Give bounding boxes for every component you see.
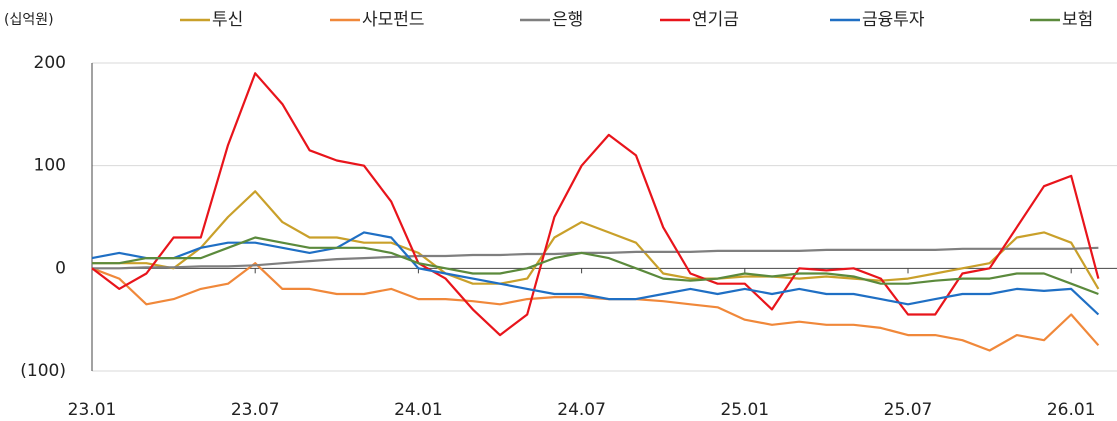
x-tick-label: 23.01 xyxy=(68,400,117,420)
series-line xyxy=(92,246,1099,270)
legend-label: 보험 xyxy=(1062,10,1093,30)
series-line xyxy=(91,262,1100,352)
x-tick-label: 24.07 xyxy=(557,400,606,420)
legend-label: 금융투자 xyxy=(862,10,925,30)
y-tick-label: (100) xyxy=(20,361,66,381)
legend-label: 연기금 xyxy=(692,10,739,30)
x-tick-label: 24.01 xyxy=(394,400,443,420)
legend-label: 투신 xyxy=(212,10,243,30)
x-tick-label: 23.07 xyxy=(231,400,280,420)
series-line xyxy=(91,231,1100,316)
x-tick-label: 26.01 xyxy=(1047,400,1096,420)
y-tick-label: 100 xyxy=(34,156,66,176)
y-tick-label: 200 xyxy=(34,53,66,73)
y-tick-label: 0 xyxy=(55,258,66,278)
series-line xyxy=(92,190,1100,290)
unit-label: (십억원) xyxy=(4,12,54,28)
legend-label: 은행 xyxy=(552,10,583,30)
series-line xyxy=(91,72,1100,337)
series-line xyxy=(92,236,1099,296)
x-tick-label: 25.07 xyxy=(884,400,933,420)
legend-label: 사모펀드 xyxy=(362,10,425,30)
x-tick-label: 25.01 xyxy=(720,400,769,420)
